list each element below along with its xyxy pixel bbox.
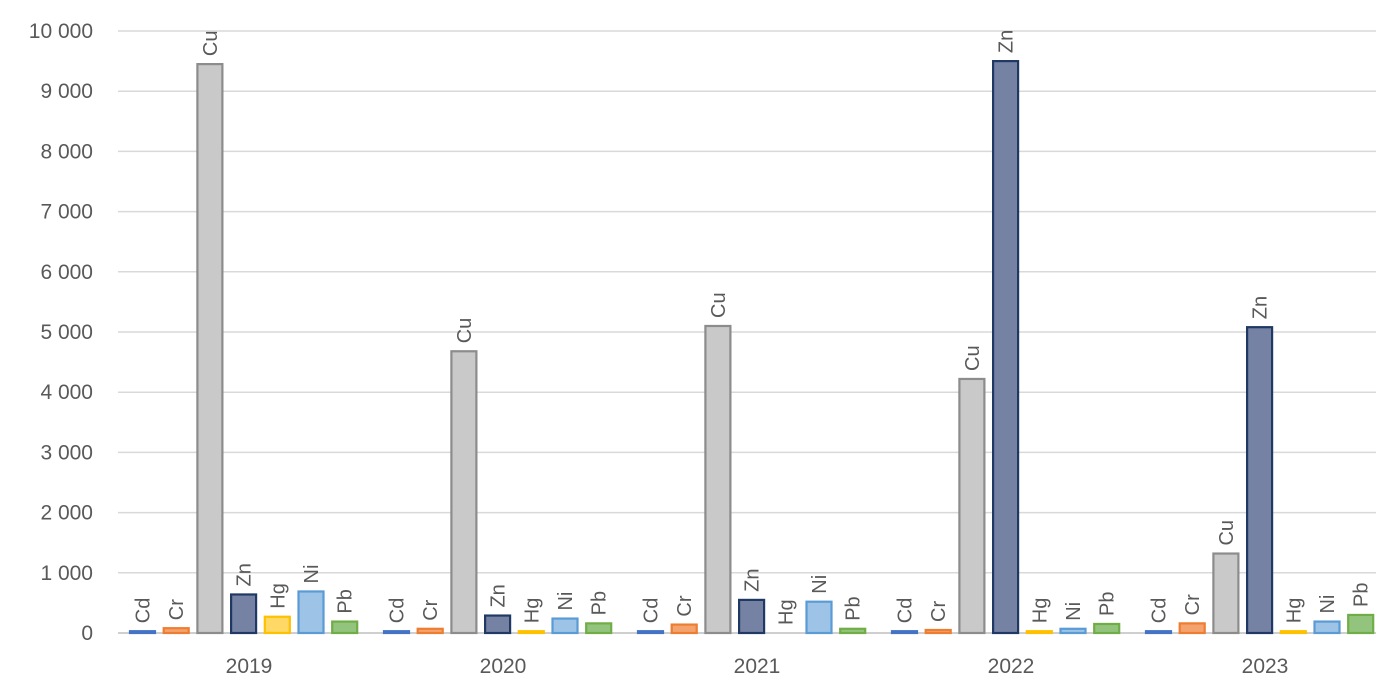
bar-label-cr: Cr bbox=[1182, 594, 1204, 615]
bar-label-zn: Zn bbox=[742, 569, 764, 592]
y-tick-label: 8 000 bbox=[40, 140, 93, 163]
bar-label-ni: Ni bbox=[809, 575, 831, 594]
bar-label-cd: Cd bbox=[133, 598, 155, 624]
bar-cu-2021 bbox=[704, 324, 732, 635]
bar-label-zn: Zn bbox=[1250, 296, 1272, 319]
x-tick-label: 2020 bbox=[480, 655, 527, 678]
y-tick-label: 5 000 bbox=[40, 321, 93, 344]
bar-pb-2023 bbox=[1347, 613, 1375, 635]
bar-ni-2021 bbox=[805, 600, 833, 635]
bar-label-pb: Pb bbox=[1351, 582, 1373, 606]
bar-label-cu: Cu bbox=[200, 31, 222, 57]
bar-pb-2020 bbox=[585, 622, 613, 635]
bar-cd-2021 bbox=[636, 630, 665, 635]
bar-label-zn: Zn bbox=[234, 563, 256, 586]
bar-cd-2023 bbox=[1144, 630, 1173, 635]
y-tick-label: 6 000 bbox=[40, 261, 93, 284]
bar-cu-2022 bbox=[958, 377, 986, 635]
bar-cd-2020 bbox=[382, 630, 411, 635]
bar-hg-2022 bbox=[1025, 630, 1053, 635]
bar-label-cr: Cr bbox=[928, 601, 950, 622]
y-tick-label: 1 000 bbox=[40, 562, 93, 585]
bar-label-cu: Cu bbox=[708, 292, 730, 318]
bar-label-hg: Hg bbox=[1283, 598, 1305, 624]
bar-label-hg: Hg bbox=[1029, 598, 1051, 624]
bar-label-ni: Ni bbox=[1317, 595, 1339, 614]
bar-label-cr: Cr bbox=[420, 599, 442, 620]
bar-zn-2019 bbox=[230, 593, 258, 635]
bar-cr-2022 bbox=[924, 628, 952, 635]
bar-label-pb: Pb bbox=[589, 591, 611, 615]
bar-label-pb: Pb bbox=[843, 596, 865, 620]
bar-label-cd: Cd bbox=[1149, 598, 1171, 624]
gridlines bbox=[118, 30, 1376, 634]
x-tick-label: 2019 bbox=[226, 655, 273, 678]
bar-label-zn: Zn bbox=[488, 584, 510, 607]
bar-zn-2022 bbox=[991, 59, 1020, 635]
x-axis-tick-labels: 2019 2020 2021 2022 2023 bbox=[226, 655, 1289, 678]
bar-label-pb: Pb bbox=[1097, 592, 1119, 616]
bar-label-cd: Cd bbox=[387, 598, 409, 624]
bar-pb-2022 bbox=[1093, 622, 1121, 635]
bar-ni-2019 bbox=[297, 590, 325, 635]
bar-label-cr: Cr bbox=[166, 599, 188, 620]
bar-cr-2021 bbox=[670, 623, 698, 635]
bar-label-cu: Cu bbox=[454, 318, 476, 344]
bar-label-hg: Hg bbox=[267, 583, 289, 609]
bar-label-ni: Ni bbox=[555, 592, 577, 611]
bar-zn-2023 bbox=[1245, 326, 1274, 635]
bar-pb-2021 bbox=[839, 627, 867, 635]
bar-label-cd: Cd bbox=[641, 598, 663, 624]
bar-label-ni: Ni bbox=[1063, 602, 1085, 621]
bar-labels: Cd Cr Cu Zn Hg Ni Pb Cd Cr Cu Zn Hg Ni Pb Cd Cr Cu Zn Hg Ni… bbox=[133, 30, 1373, 625]
bar-label-cu: Cu bbox=[962, 345, 984, 371]
y-tick-label: 10 000 bbox=[29, 20, 93, 43]
bar-label-cd: Cd bbox=[895, 598, 917, 624]
bar-ni-2023 bbox=[1313, 620, 1341, 635]
bar-label-zn: Zn bbox=[996, 30, 1018, 53]
bar-hg-2023 bbox=[1279, 630, 1307, 635]
y-axis-tick-labels: 0 1 000 2 000 3 000 4 000 5 000 6 000 7 000 8 00… bbox=[29, 20, 93, 645]
bar-ni-2020 bbox=[551, 617, 579, 635]
bar-cd-2019 bbox=[128, 630, 157, 635]
bar-ni-2022 bbox=[1059, 627, 1087, 635]
bar-pb-2019 bbox=[331, 620, 359, 635]
bar-label-cu: Cu bbox=[1216, 520, 1238, 546]
bar-hg-2019 bbox=[263, 615, 291, 635]
bar-cr-2020 bbox=[416, 627, 444, 635]
bar-cu-2023 bbox=[1212, 552, 1240, 635]
bar-label-hg: Hg bbox=[775, 599, 797, 625]
bar-cu-2020 bbox=[450, 350, 478, 635]
bar-label-pb: Pb bbox=[335, 589, 357, 613]
y-tick-label: 3 000 bbox=[40, 441, 93, 464]
y-tick-label: 2 000 bbox=[40, 502, 93, 525]
x-tick-label: 2021 bbox=[734, 655, 781, 678]
bar-zn-2020 bbox=[484, 614, 512, 635]
x-tick-label: 2022 bbox=[988, 655, 1035, 678]
bar-zn-2021 bbox=[737, 598, 766, 635]
y-tick-label: 7 000 bbox=[40, 201, 93, 224]
bars bbox=[128, 59, 1375, 635]
y-tick-label: 0 bbox=[81, 622, 93, 645]
bar-cr-2019 bbox=[162, 627, 190, 635]
bar-label-ni: Ni bbox=[301, 565, 323, 584]
bar-cd-2022 bbox=[890, 630, 919, 635]
bar-hg-2020 bbox=[517, 630, 545, 635]
y-tick-label: 9 000 bbox=[40, 80, 93, 103]
bar-label-hg: Hg bbox=[521, 598, 543, 624]
bar-cr-2023 bbox=[1178, 622, 1206, 635]
y-tick-label: 4 000 bbox=[40, 381, 93, 404]
bar-cu-2019 bbox=[196, 63, 224, 635]
x-tick-label: 2023 bbox=[1242, 655, 1289, 678]
bar-label-cr: Cr bbox=[674, 595, 696, 616]
